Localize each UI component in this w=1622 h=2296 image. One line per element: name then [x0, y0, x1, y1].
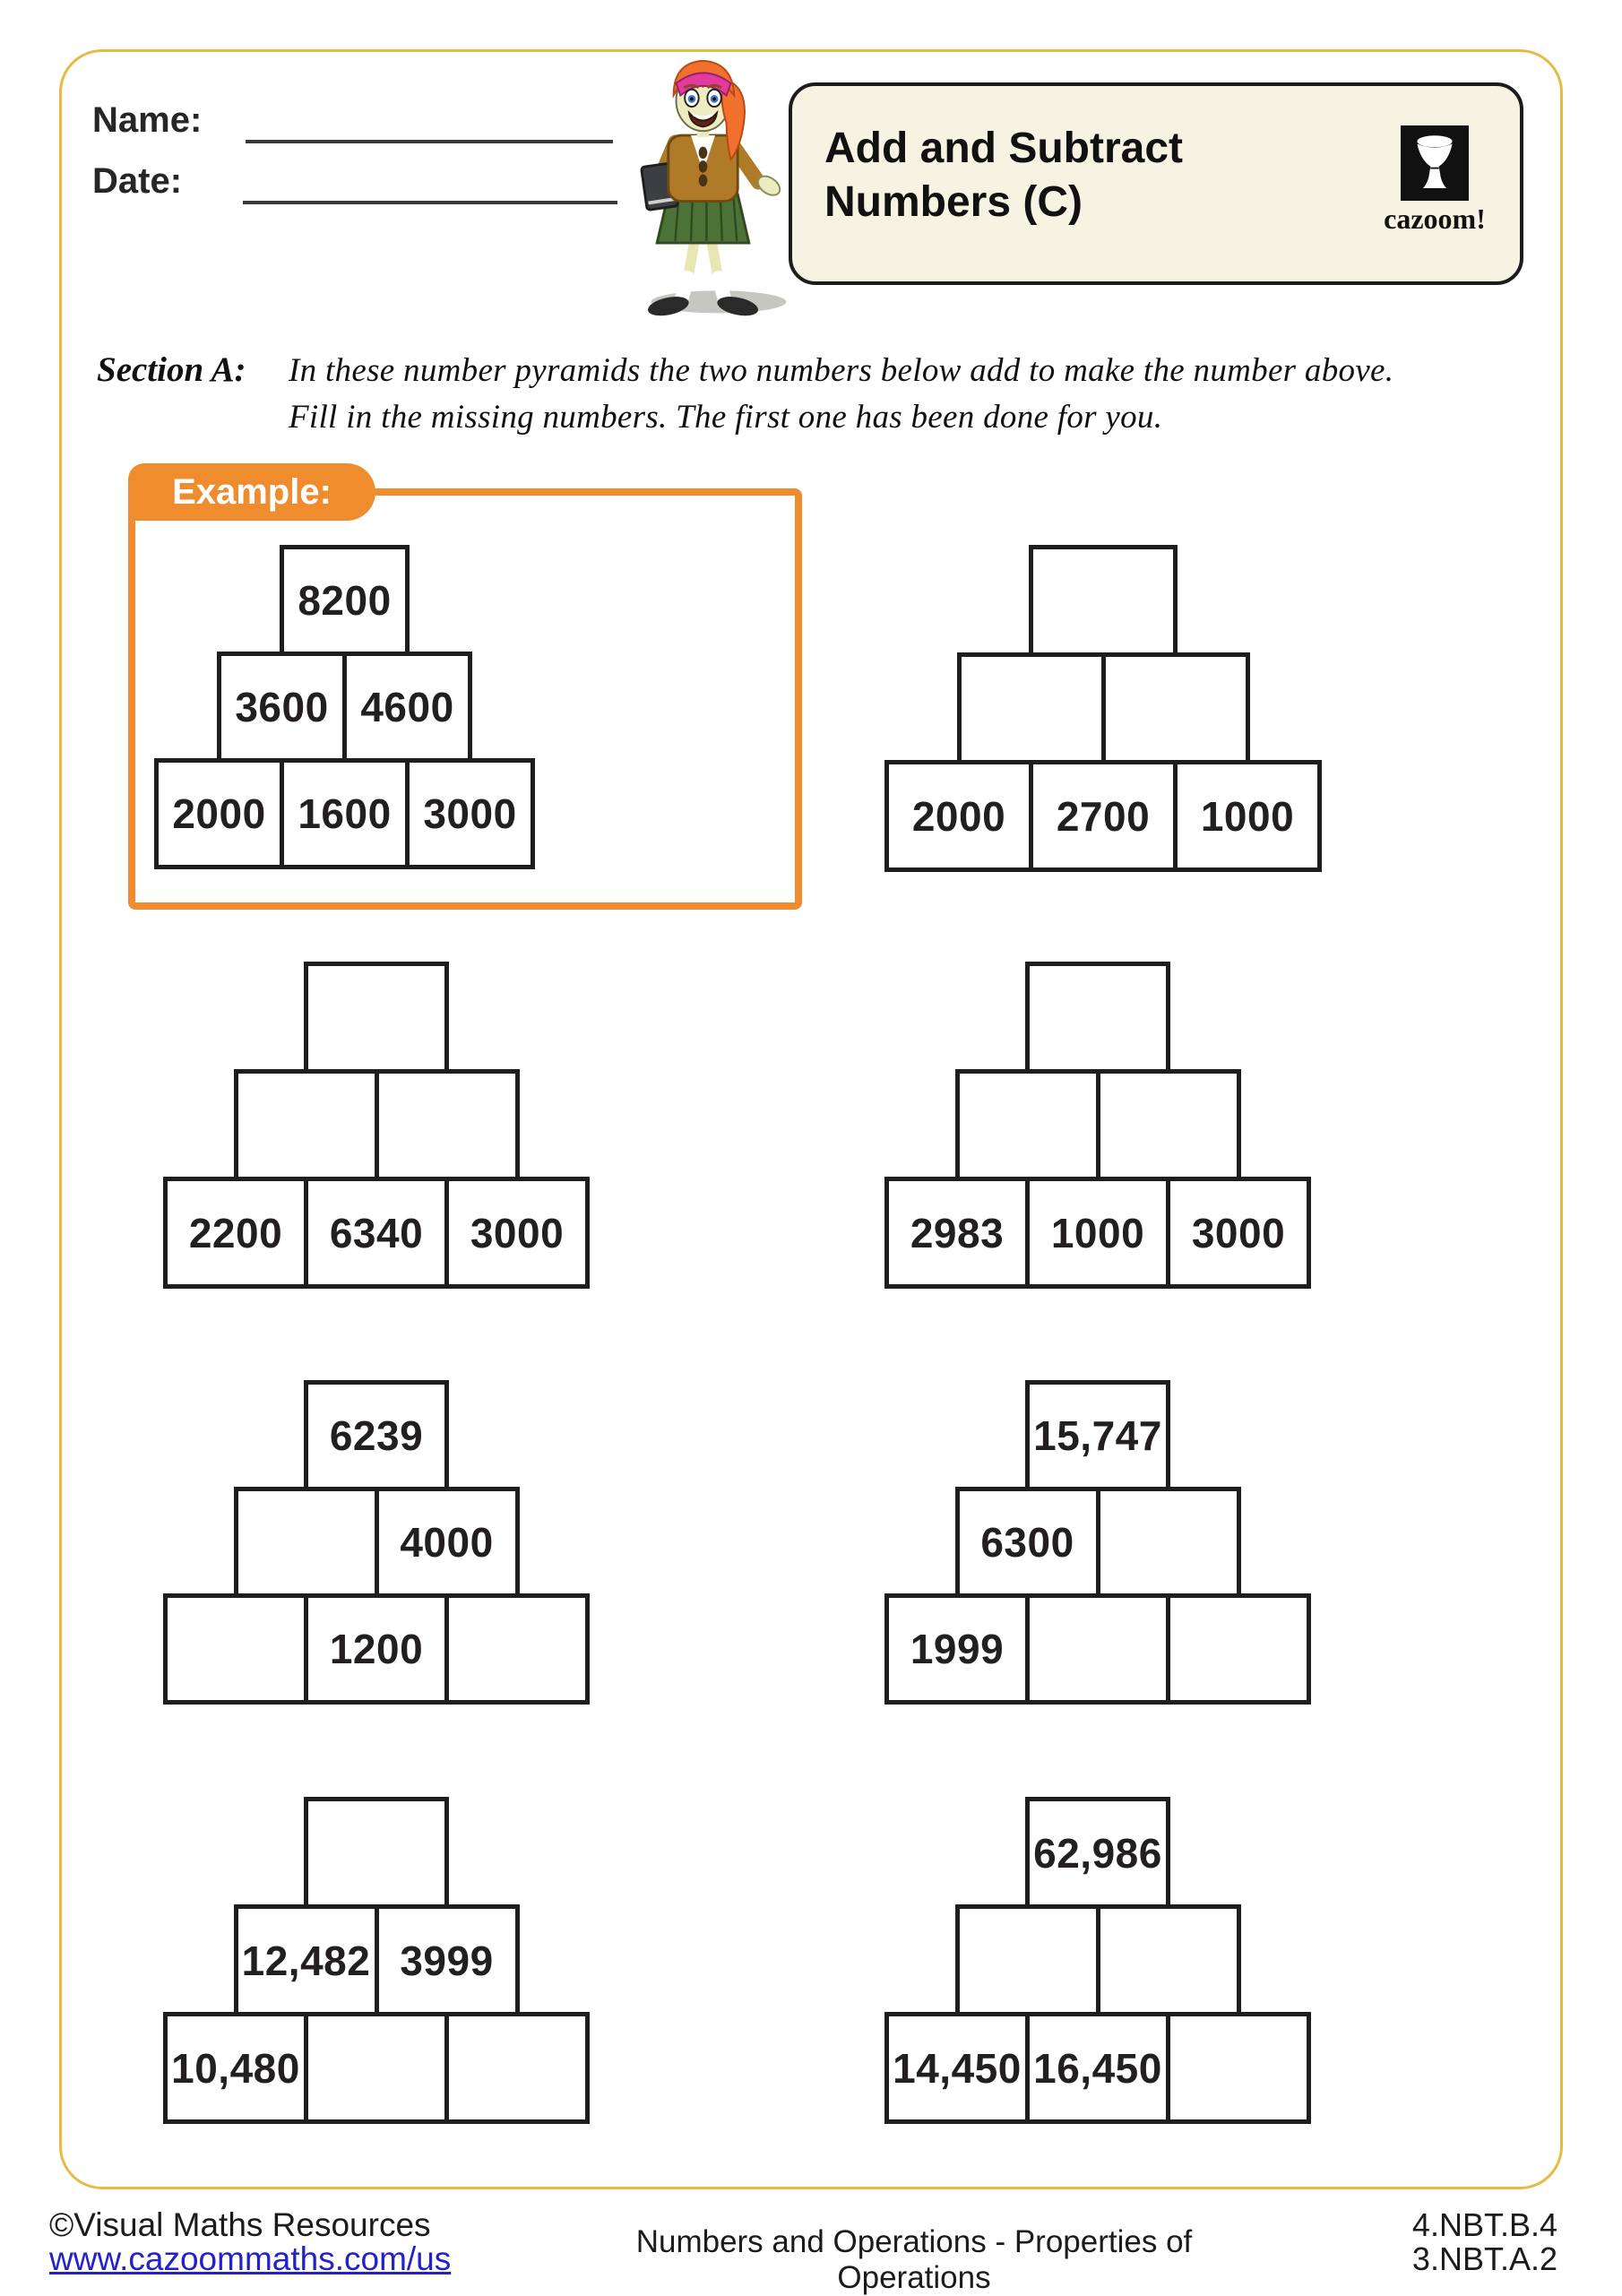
pyramid-cell-pyramid-4-r2c0[interactable]: [163, 1593, 308, 1705]
pyramid-cell-pyramid-1-r2c2: 1000: [1173, 760, 1322, 872]
pyramid-cell-pyramid-3-r2c1: 1000: [1025, 1177, 1170, 1289]
pyramid-cell-pyramid-2-r2c2: 3000: [444, 1177, 590, 1289]
example-tab: Example:: [128, 463, 375, 521]
name-input-line[interactable]: [246, 104, 613, 143]
pyramid-cell-pyramid-5-r0c0: 15,747: [1025, 1380, 1170, 1491]
pyramid-cell-pyramid-3-r1c1[interactable]: [1095, 1069, 1241, 1181]
date-input-line[interactable]: [243, 165, 617, 204]
pyramid-cell-pyramid-2-r2c1: 6340: [304, 1177, 449, 1289]
name-label: Name:: [92, 100, 203, 140]
example-box: [128, 488, 802, 910]
pyramid-cell-pyramid-7-r2c0: 14,450: [884, 2012, 1030, 2124]
pyramid-cell-pyramid-4-r2c1: 1200: [304, 1593, 449, 1705]
pyramid-cell-pyramid-5-r2c0: 1999: [884, 1593, 1030, 1705]
pyramid-cell-pyramid-4-r1c1: 4000: [374, 1487, 520, 1598]
pyramid-cell-pyramid-7-r2c1: 16,450: [1025, 2012, 1170, 2124]
pyramid-cell-pyramid-6-r1c1: 3999: [374, 1904, 520, 2016]
pyramid-cell-pyramid-5-r2c1[interactable]: [1025, 1593, 1170, 1705]
pyramid-cell-pyramid-4-r1c0[interactable]: [233, 1487, 379, 1598]
footer-standard-1: 4.NBT.B.4: [1411, 2206, 1557, 2243]
pyramid-cell-pyramid-3-r0c0[interactable]: [1025, 962, 1170, 1074]
pyramid-cell-pyramid-2-r2c0: 2200: [163, 1177, 308, 1289]
footer-standard-2: 3.NBT.A.2: [1411, 2240, 1557, 2277]
pyramid-cell-pyramid-5-r1c0: 6300: [954, 1487, 1100, 1598]
pyramid-cell-pyramid-5-r2c2[interactable]: [1166, 1593, 1311, 1705]
example-label: Example:: [172, 471, 332, 512]
footer-copyright: ©Visual Maths Resources: [49, 2206, 431, 2243]
pyramid-cell-pyramid-3-r1c0[interactable]: [954, 1069, 1100, 1181]
pyramid-cell-pyramid-7-r1c1[interactable]: [1095, 1904, 1241, 2016]
title-line-2: Numbers (C): [824, 178, 1083, 226]
pyramid-cell-pyramid-1-r2c1: 2700: [1029, 760, 1178, 872]
footer-topic: Numbers and Operations - Properties of O…: [635, 2224, 1193, 2295]
pyramid-cell-pyramid-6-r2c0: 10,480: [163, 2012, 308, 2124]
pyramid-cell-pyramid-5-r1c1[interactable]: [1095, 1487, 1241, 1598]
pyramid-cell-example-pyramid-r2c1: 1600: [280, 758, 410, 869]
pyramid-cell-pyramid-1-r2c0: 2000: [884, 760, 1033, 872]
section-label: Section A:: [97, 350, 246, 389]
student-clipart: [640, 59, 787, 316]
pyramid-cell-pyramid-3-r2c2: 3000: [1166, 1177, 1311, 1289]
pyramid-cell-pyramid-7-r0c0: 62,986: [1025, 1797, 1170, 1909]
drum-icon: [1401, 125, 1469, 201]
pyramid-cell-pyramid-3-r2c0: 2983: [884, 1177, 1030, 1289]
title-line-1: Add and Subtract: [824, 125, 1184, 172]
instruction-line-1: In these number pyramids the two numbers…: [289, 352, 1394, 389]
pyramid-cell-example-pyramid-r1c0: 3600: [217, 652, 347, 763]
date-label: Date:: [92, 161, 183, 201]
pyramid-cell-pyramid-6-r1c0: 12,482: [233, 1904, 379, 2016]
pyramid-cell-pyramid-6-r2c2[interactable]: [444, 2012, 590, 2124]
pyramid-cell-pyramid-4-r0c0: 6239: [304, 1380, 449, 1491]
pyramid-cell-pyramid-2-r0c0[interactable]: [304, 962, 449, 1074]
pyramid-cell-pyramid-6-r2c1[interactable]: [304, 2012, 449, 2124]
pyramid-cell-example-pyramid-r2c2: 3000: [405, 758, 535, 869]
pyramid-cell-pyramid-4-r2c2[interactable]: [444, 1593, 590, 1705]
pyramid-cell-pyramid-7-r2c2[interactable]: [1166, 2012, 1311, 2124]
pyramid-cell-pyramid-2-r1c0[interactable]: [233, 1069, 379, 1181]
pyramid-cell-pyramid-2-r1c1[interactable]: [374, 1069, 520, 1181]
logo-wordmark: cazoom!: [1384, 203, 1486, 235]
pyramid-cell-example-pyramid-r0c0: 8200: [280, 545, 410, 656]
pyramid-cell-pyramid-7-r1c0[interactable]: [954, 1904, 1100, 2016]
footer-url-link[interactable]: www.cazoommaths.com/us: [49, 2240, 452, 2277]
title-box: Add and Subtract Numbers (C) cazoom!: [789, 82, 1523, 285]
worksheet-title: Add and Subtract Numbers (C): [824, 122, 1183, 229]
cazoom-logo: cazoom!: [1373, 125, 1497, 236]
instruction-line-2: Fill in the missing numbers. The first o…: [289, 399, 1163, 436]
pyramid-cell-example-pyramid-r2c0: 2000: [154, 758, 284, 869]
pyramid-cell-pyramid-1-r0c0[interactable]: [1029, 545, 1178, 657]
pyramid-cell-pyramid-1-r1c1[interactable]: [1100, 652, 1250, 764]
pyramid-cell-pyramid-1-r1c0[interactable]: [956, 652, 1106, 764]
pyramid-cell-pyramid-6-r0c0[interactable]: [304, 1797, 449, 1909]
pyramid-cell-example-pyramid-r1c1: 4600: [342, 652, 472, 763]
